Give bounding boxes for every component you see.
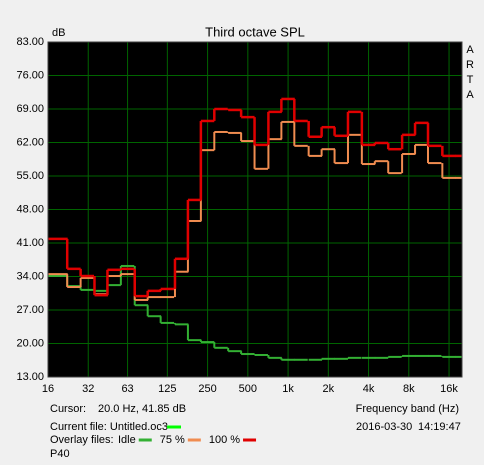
y-tick-label: 34.00 xyxy=(16,270,44,282)
cursor-value: 20.0 Hz, 41.85 dB xyxy=(98,403,186,415)
x-tick-label: 4k xyxy=(363,383,375,395)
y-tick-label: 20.00 xyxy=(16,337,44,349)
x-tick-label: 63 xyxy=(121,383,133,395)
plot-frame xyxy=(47,41,463,378)
y-tick-label: 69.00 xyxy=(16,103,44,115)
date: 2016-03-30 xyxy=(356,421,412,433)
overlay-label: Overlay files: xyxy=(50,434,114,446)
legend-label: 75 % xyxy=(160,434,185,446)
y-tick-label: 27.00 xyxy=(16,304,44,316)
x-tick-label: 2k xyxy=(323,383,335,395)
x-tick-label: 16 xyxy=(42,383,54,395)
x-tick-label: 1k xyxy=(282,383,294,395)
x-axis-label: Frequency band (Hz) xyxy=(356,403,459,415)
side-label: ARTA xyxy=(464,44,476,104)
time: 14:19:47 xyxy=(418,421,461,433)
x-tick-label: 250 xyxy=(198,383,216,395)
current-file: Current file: Untitled.oc3 xyxy=(50,421,168,433)
x-tick-label: 500 xyxy=(239,383,257,395)
y-tick-label: 83.00 xyxy=(16,36,44,48)
y-axis-label: dB xyxy=(52,27,65,39)
y-tick-label: 13.00 xyxy=(16,371,44,383)
x-tick-label: 32 xyxy=(82,383,94,395)
x-tick-label: 16k xyxy=(440,383,458,395)
legend-label: Idle xyxy=(118,434,136,446)
legend-label: 100 % xyxy=(209,434,240,446)
y-tick-label: 76.00 xyxy=(16,69,44,81)
y-tick-label: 48.00 xyxy=(16,203,44,215)
profile-label: P40 xyxy=(50,448,70,460)
x-tick-label: 125 xyxy=(158,383,176,395)
cursor-label: Cursor: xyxy=(50,403,86,415)
y-tick-label: 41.00 xyxy=(16,237,44,249)
y-tick-label: 62.00 xyxy=(16,136,44,148)
chart-title: Third octave SPL xyxy=(205,24,305,39)
x-tick-label: 8k xyxy=(403,383,415,395)
y-tick-label: 55.00 xyxy=(16,170,44,182)
